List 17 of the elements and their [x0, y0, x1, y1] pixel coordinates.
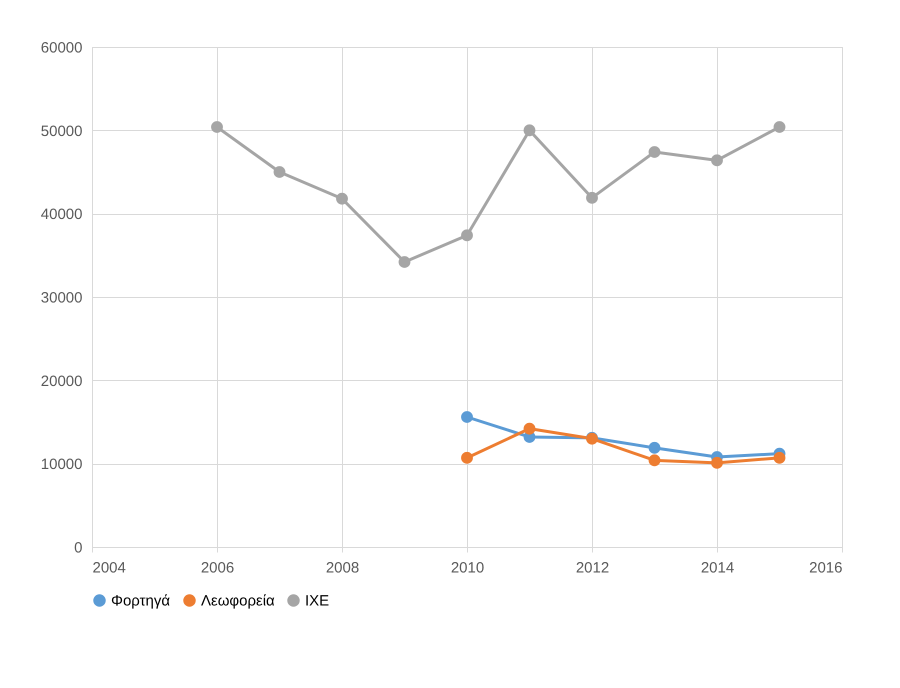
y-tick-label: 50000	[40, 122, 82, 140]
legend-label: Φορτηγά	[111, 592, 170, 610]
x-tick-label: 2012	[576, 560, 610, 576]
x-tick-label: 2010	[450, 560, 484, 576]
x-tick-label: 2008	[326, 560, 360, 576]
x-tick-label: 2014	[700, 560, 734, 576]
y-tick-label: 60000	[40, 40, 82, 56]
y-tick-label: 0	[74, 540, 82, 556]
legend-label: ΙΧΕ	[305, 592, 330, 610]
x-tick-label: 2004	[92, 560, 126, 576]
y-tick-label: 30000	[40, 290, 82, 306]
x-tick-label: 2006	[200, 560, 234, 576]
y-tick-label: 40000	[40, 206, 82, 224]
y-tick-label: 20000	[40, 372, 82, 390]
y-tick-label: 10000	[40, 456, 82, 474]
legend-label: Λεωφορεία	[201, 592, 276, 610]
x-tick-label: 2016	[809, 560, 842, 576]
